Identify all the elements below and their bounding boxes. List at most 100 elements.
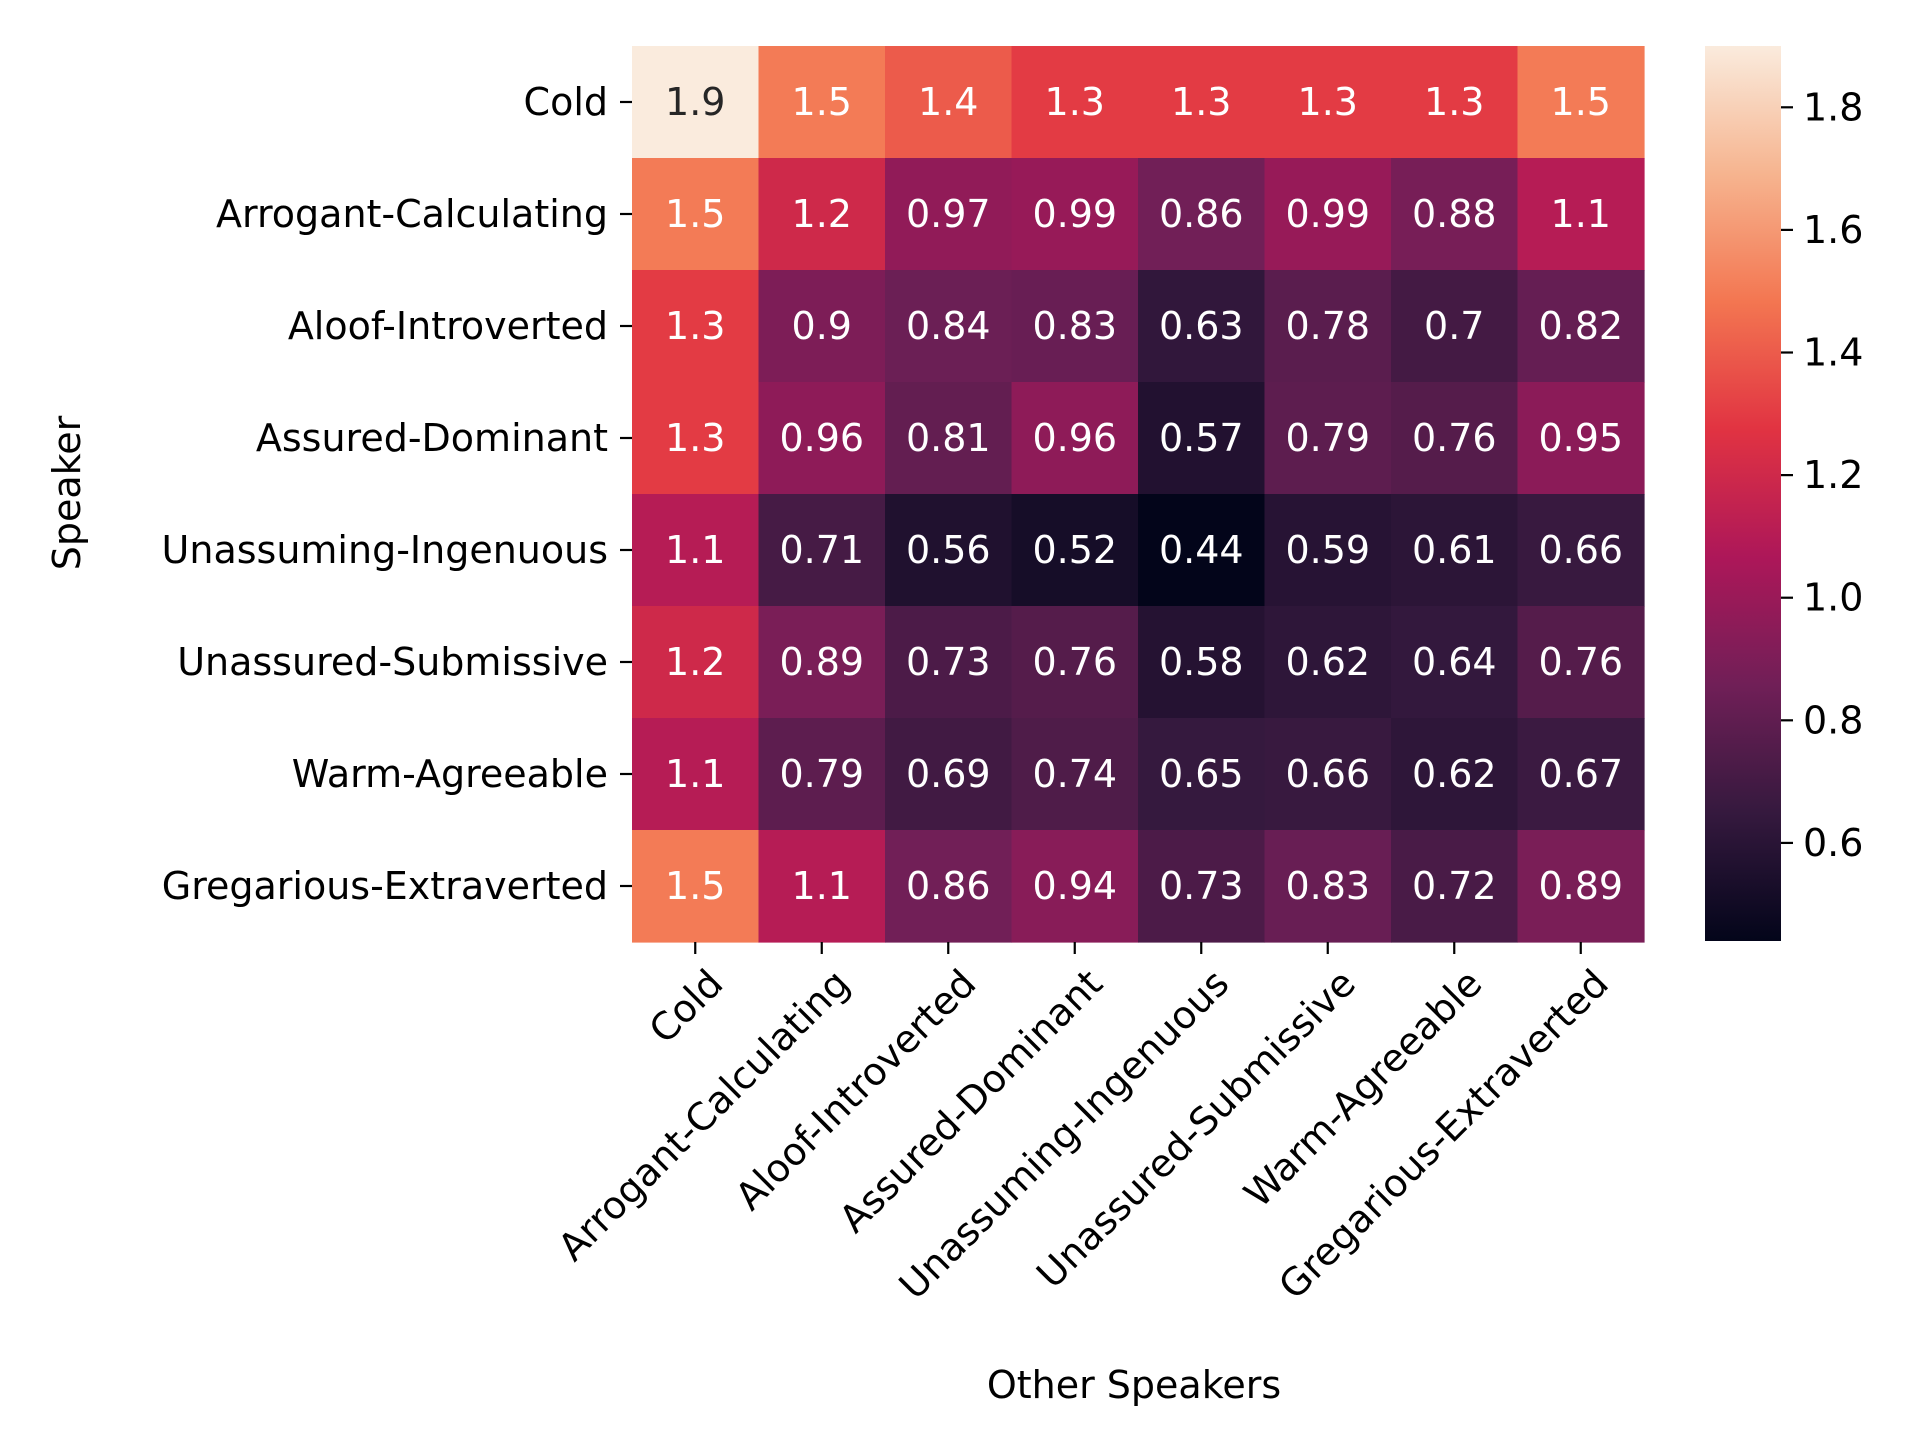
cell-value-label: 1.3 — [665, 416, 725, 460]
heatmap-cell — [1138, 606, 1266, 719]
heatmap-cell — [758, 270, 886, 383]
heatmap-cell — [632, 606, 760, 719]
cell-value-label: 0.86 — [1159, 192, 1244, 236]
heatmap-cell — [1264, 270, 1392, 383]
cell-value-label: 0.57 — [1159, 416, 1244, 460]
heatmap-cells — [632, 46, 1645, 943]
heatmap-cell — [632, 270, 760, 383]
heatmap-cell — [1517, 830, 1645, 943]
x-axis-title: Other Speakers — [987, 1363, 1281, 1407]
heatmap-cell — [885, 382, 1013, 495]
cell-value-label: 1.2 — [792, 192, 852, 236]
cell-value-label: 1.5 — [792, 80, 852, 124]
heatmap-cell — [758, 718, 886, 831]
x-tick-label: Cold — [641, 961, 732, 1052]
colorbar: 0.6 0.8 1.0 1.2 1.4 1.6 1.8 — [1705, 46, 1863, 941]
heatmap-cell — [1517, 270, 1645, 383]
cell-value-label: 0.61 — [1412, 528, 1497, 572]
cell-value-label: 0.99 — [1285, 192, 1370, 236]
x-tick-label: Warm-Agreeable — [1236, 961, 1491, 1216]
colorbar-gradient — [1705, 46, 1781, 941]
heatmap-cell — [1517, 718, 1645, 831]
y-tick-label: Warm-Agreeable — [292, 752, 608, 796]
colorbar-tick-label: 1.8 — [1803, 85, 1863, 129]
heatmap-cell — [1264, 494, 1392, 607]
cell-value-label: 0.44 — [1159, 528, 1244, 572]
cell-value-label: 0.62 — [1285, 640, 1370, 684]
cell-value-label: 1.1 — [665, 528, 725, 572]
cell-value-label: 0.59 — [1285, 528, 1370, 572]
heatmap-cell — [1391, 494, 1519, 607]
heatmap-cell — [632, 830, 760, 943]
cell-value-label: 1.5 — [665, 864, 725, 908]
cell-value-label: 0.94 — [1032, 864, 1117, 908]
heatmap-cell — [758, 830, 886, 943]
heatmap-cell — [1138, 46, 1266, 159]
cell-value-label: 0.96 — [779, 416, 864, 460]
heatmap-cell — [1264, 830, 1392, 943]
heatmap-cell — [885, 606, 1013, 719]
heatmap-cell — [1138, 382, 1266, 495]
cell-value-label: 1.5 — [1551, 80, 1611, 124]
heatmap-cell — [1011, 158, 1139, 271]
cell-value-label: 1.9 — [665, 80, 725, 124]
cell-value-label: 0.82 — [1538, 304, 1623, 348]
heatmap-cell — [758, 46, 886, 159]
y-tick-label: Cold — [524, 80, 608, 124]
cell-value-label: 0.76 — [1412, 416, 1497, 460]
heatmap-cell — [758, 606, 886, 719]
heatmap-cell — [1391, 606, 1519, 719]
heatmap-cell — [1011, 46, 1139, 159]
heatmap-cell — [1391, 718, 1519, 831]
cell-value-label: 0.81 — [906, 416, 991, 460]
cell-value-label: 0.65 — [1159, 752, 1244, 796]
cell-value-label: 1.3 — [1045, 80, 1105, 124]
heatmap-cell — [1517, 382, 1645, 495]
cell-value-label: 0.76 — [1032, 640, 1117, 684]
heatmap-cell — [758, 158, 886, 271]
cell-value-label: 0.86 — [906, 864, 991, 908]
cell-value-label: 0.56 — [906, 528, 991, 572]
cell-value-label: 0.52 — [1032, 528, 1117, 572]
colorbar-tick-label: 0.6 — [1803, 821, 1863, 865]
heatmap-cell — [1264, 158, 1392, 271]
cell-value-label: 0.89 — [779, 640, 864, 684]
cell-value-label: 0.7 — [1424, 304, 1484, 348]
colorbar-tick-label: 1.0 — [1803, 576, 1863, 620]
cell-value-label: 0.66 — [1285, 752, 1370, 796]
cell-value-label: 0.99 — [1032, 192, 1117, 236]
cell-value-label: 0.97 — [906, 192, 991, 236]
heatmap-cell — [1011, 382, 1139, 495]
heatmap-cell — [632, 494, 760, 607]
heatmap-cell — [632, 718, 760, 831]
heatmap-cell — [1264, 606, 1392, 719]
colorbar-tick-label: 0.8 — [1803, 698, 1863, 742]
cell-value-label: 0.71 — [779, 528, 864, 572]
y-tick-label: Unassured-Submissive — [177, 640, 608, 684]
heatmap-cell — [1517, 158, 1645, 271]
heatmap-cell — [1264, 718, 1392, 831]
y-axis-title: Speaker — [45, 415, 89, 570]
cell-value-label: 1.3 — [665, 304, 725, 348]
heatmap-cell — [632, 158, 760, 271]
cell-value-label: 1.3 — [1424, 80, 1484, 124]
y-tick-label: Assured-Dominant — [256, 416, 608, 460]
heatmap-cell — [1011, 830, 1139, 943]
y-tick-label: Unassuming-Ingenuous — [162, 528, 608, 572]
heatmap-cell — [885, 158, 1013, 271]
x-tick-label: Aloof-Introverted — [727, 961, 985, 1219]
cell-value-label: 0.69 — [906, 752, 991, 796]
cell-value-label: 0.95 — [1538, 416, 1623, 460]
heatmap-cell — [1138, 270, 1266, 383]
heatmap-cell-labels: 1.9 1.5 1.4 1.3 1.3 1.3 1.3 1.5 1.5 1.2 0.97 0.99 0.… — [665, 80, 1623, 908]
cell-value-label: 0.62 — [1412, 752, 1497, 796]
heatmap-cell — [885, 270, 1013, 383]
heatmap-cell — [1138, 158, 1266, 271]
cell-value-label: 0.83 — [1032, 304, 1117, 348]
heatmap-cell — [1391, 382, 1519, 495]
heatmap-cell — [1264, 46, 1392, 159]
heatmap-cell — [1138, 830, 1266, 943]
cell-value-label: 0.79 — [1285, 416, 1370, 460]
cell-value-label: 0.76 — [1538, 640, 1623, 684]
colorbar-tick-label: 1.4 — [1803, 331, 1863, 375]
